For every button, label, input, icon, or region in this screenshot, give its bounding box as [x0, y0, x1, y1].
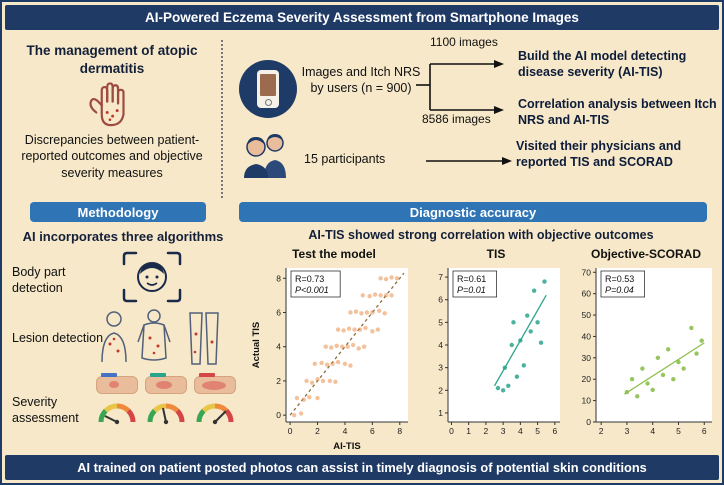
svg-text:4: 4: [650, 426, 655, 436]
arm-photo: [145, 373, 187, 394]
step-lesion-detection: Lesion detection: [12, 331, 104, 345]
chart-tis: TIS 0 1 2 3 4 5 6 1 2 3 4 5 6 7 R=0.61 P=0.01: [422, 247, 570, 447]
chart-test-the-model: Test the model 0 2 4 6 8 0 2 4 6 8 AI-TIS Actual TI…: [250, 247, 418, 457]
hand-eczema-icon: [78, 78, 140, 141]
arm-photo: [194, 373, 236, 394]
svg-text:2: 2: [599, 426, 604, 436]
svg-text:2: 2: [315, 426, 320, 436]
svg-text:4: 4: [518, 426, 523, 436]
svg-text:2: 2: [438, 385, 443, 395]
svg-text:1: 1: [438, 408, 443, 418]
svg-text:P=0.01: P=0.01: [457, 285, 486, 295]
svg-text:R=0.53: R=0.53: [605, 274, 634, 284]
section-header-diagnostic-accuracy: Diagnostic accuracy: [239, 202, 707, 222]
users-upload-label: Images and Itch NRS by users (n = 900): [301, 65, 421, 96]
svg-text:P=0.04: P=0.04: [605, 285, 634, 295]
svg-text:AI-TIS: AI-TIS: [333, 441, 360, 452]
svg-text:2: 2: [276, 376, 281, 386]
svg-text:5: 5: [438, 317, 443, 327]
svg-text:6: 6: [370, 426, 375, 436]
body-outlines-icon: [98, 308, 240, 373]
svg-text:4: 4: [438, 340, 443, 350]
step-body-part-detection: Body part detection: [12, 265, 66, 296]
scatter-plot-test-model: 0 2 4 6 8 0 2 4 6 8 AI-TIS Actual TIS R=0.73P<0.001: [251, 268, 408, 452]
svg-text:4: 4: [276, 342, 281, 352]
svg-text:8: 8: [397, 426, 402, 436]
svg-text:40: 40: [582, 331, 592, 341]
outcome-physician-visit: Visited their physicians and reported TI…: [516, 139, 682, 170]
chart-title: TIS: [486, 247, 506, 261]
svg-text:6: 6: [276, 307, 281, 317]
svg-text:1: 1: [466, 426, 471, 436]
svg-text:3: 3: [501, 426, 506, 436]
svg-text:6: 6: [438, 295, 443, 305]
svg-text:Actual TIS: Actual TIS: [251, 322, 262, 368]
problem-description: Discrepancies between patient-reported o…: [21, 133, 203, 180]
conclusion-text: AI trained on patient posted photos can …: [77, 460, 647, 475]
chart-title: Test the model: [292, 247, 376, 261]
svg-text:20: 20: [582, 374, 592, 384]
svg-text:10: 10: [582, 396, 592, 406]
svg-text:0: 0: [288, 426, 293, 436]
title-banner: AI-Powered Eczema Severity Assessment fr…: [5, 5, 719, 30]
outcome-build-model: Build the AI model detecting disease sev…: [518, 49, 687, 80]
svg-text:60: 60: [582, 289, 592, 299]
section-header-methodology: Methodology: [30, 202, 206, 222]
images-8586-label: 8586 images: [422, 112, 491, 126]
svg-text:50: 50: [582, 310, 592, 320]
svg-text:0: 0: [586, 417, 591, 427]
svg-text:5: 5: [535, 426, 540, 436]
conclusion-banner: AI trained on patient posted photos can …: [5, 455, 719, 480]
page-title: AI-Powered Eczema Severity Assessment fr…: [145, 10, 579, 25]
svg-text:3: 3: [438, 363, 443, 373]
gauge-icon-low: [98, 403, 136, 425]
svg-text:8: 8: [276, 273, 281, 283]
skin-photo-thumbnail: [260, 74, 276, 96]
arrow-icon: [426, 157, 512, 165]
methodology-title: AI incorporates three algorithms: [22, 229, 224, 244]
svg-text:5: 5: [676, 426, 681, 436]
svg-text:30: 30: [582, 353, 592, 363]
chart-objective-scorad: Objective-SCORAD 2 3 4 5 6 0 10 20 30 40 50 60 70 R=0…: [570, 247, 722, 447]
svg-text:P<0.001: P<0.001: [295, 285, 329, 295]
svg-text:R=0.73: R=0.73: [295, 274, 324, 284]
severity-sample-mild: [96, 373, 138, 426]
gauge-icon-mid: [147, 403, 185, 425]
phone-home-button: [264, 99, 272, 106]
svg-text:0: 0: [276, 410, 281, 420]
svg-text:0: 0: [449, 426, 454, 436]
chart-title: Objective-SCORAD: [590, 247, 702, 261]
severity-gauges: [96, 373, 236, 426]
smartphone-icon: [239, 60, 297, 118]
fork-arrows-icon: [416, 60, 504, 114]
svg-text:6: 6: [552, 426, 557, 436]
svg-text:70: 70: [582, 267, 592, 277]
severity-sample-moderate: [145, 373, 187, 426]
problem-title: The management of atopic dermatitis: [26, 43, 198, 76]
diagnostic-title: AI-TIS showed strong correlation with ob…: [308, 228, 654, 242]
participants-icon: [240, 130, 294, 183]
phone-body: [257, 70, 279, 108]
images-1100-label: 1100 images: [430, 35, 498, 49]
dotted-divider: [221, 40, 223, 198]
severity-sample-severe: [194, 373, 236, 426]
arm-photo: [96, 373, 138, 394]
outcome-correlation: Correlation analysis between Itch NRS an…: [518, 97, 717, 128]
participants-label: 15 participants: [304, 152, 386, 166]
svg-text:3: 3: [625, 426, 630, 436]
svg-text:7: 7: [438, 272, 443, 282]
svg-text:6: 6: [702, 426, 707, 436]
svg-text:4: 4: [343, 426, 348, 436]
gauge-icon-high: [196, 403, 234, 425]
svg-text:2: 2: [484, 426, 489, 436]
svg-text:R=0.61: R=0.61: [457, 274, 486, 284]
face-detection-icon: [120, 248, 184, 311]
step-severity-assessment: Severity assessment: [12, 395, 79, 426]
